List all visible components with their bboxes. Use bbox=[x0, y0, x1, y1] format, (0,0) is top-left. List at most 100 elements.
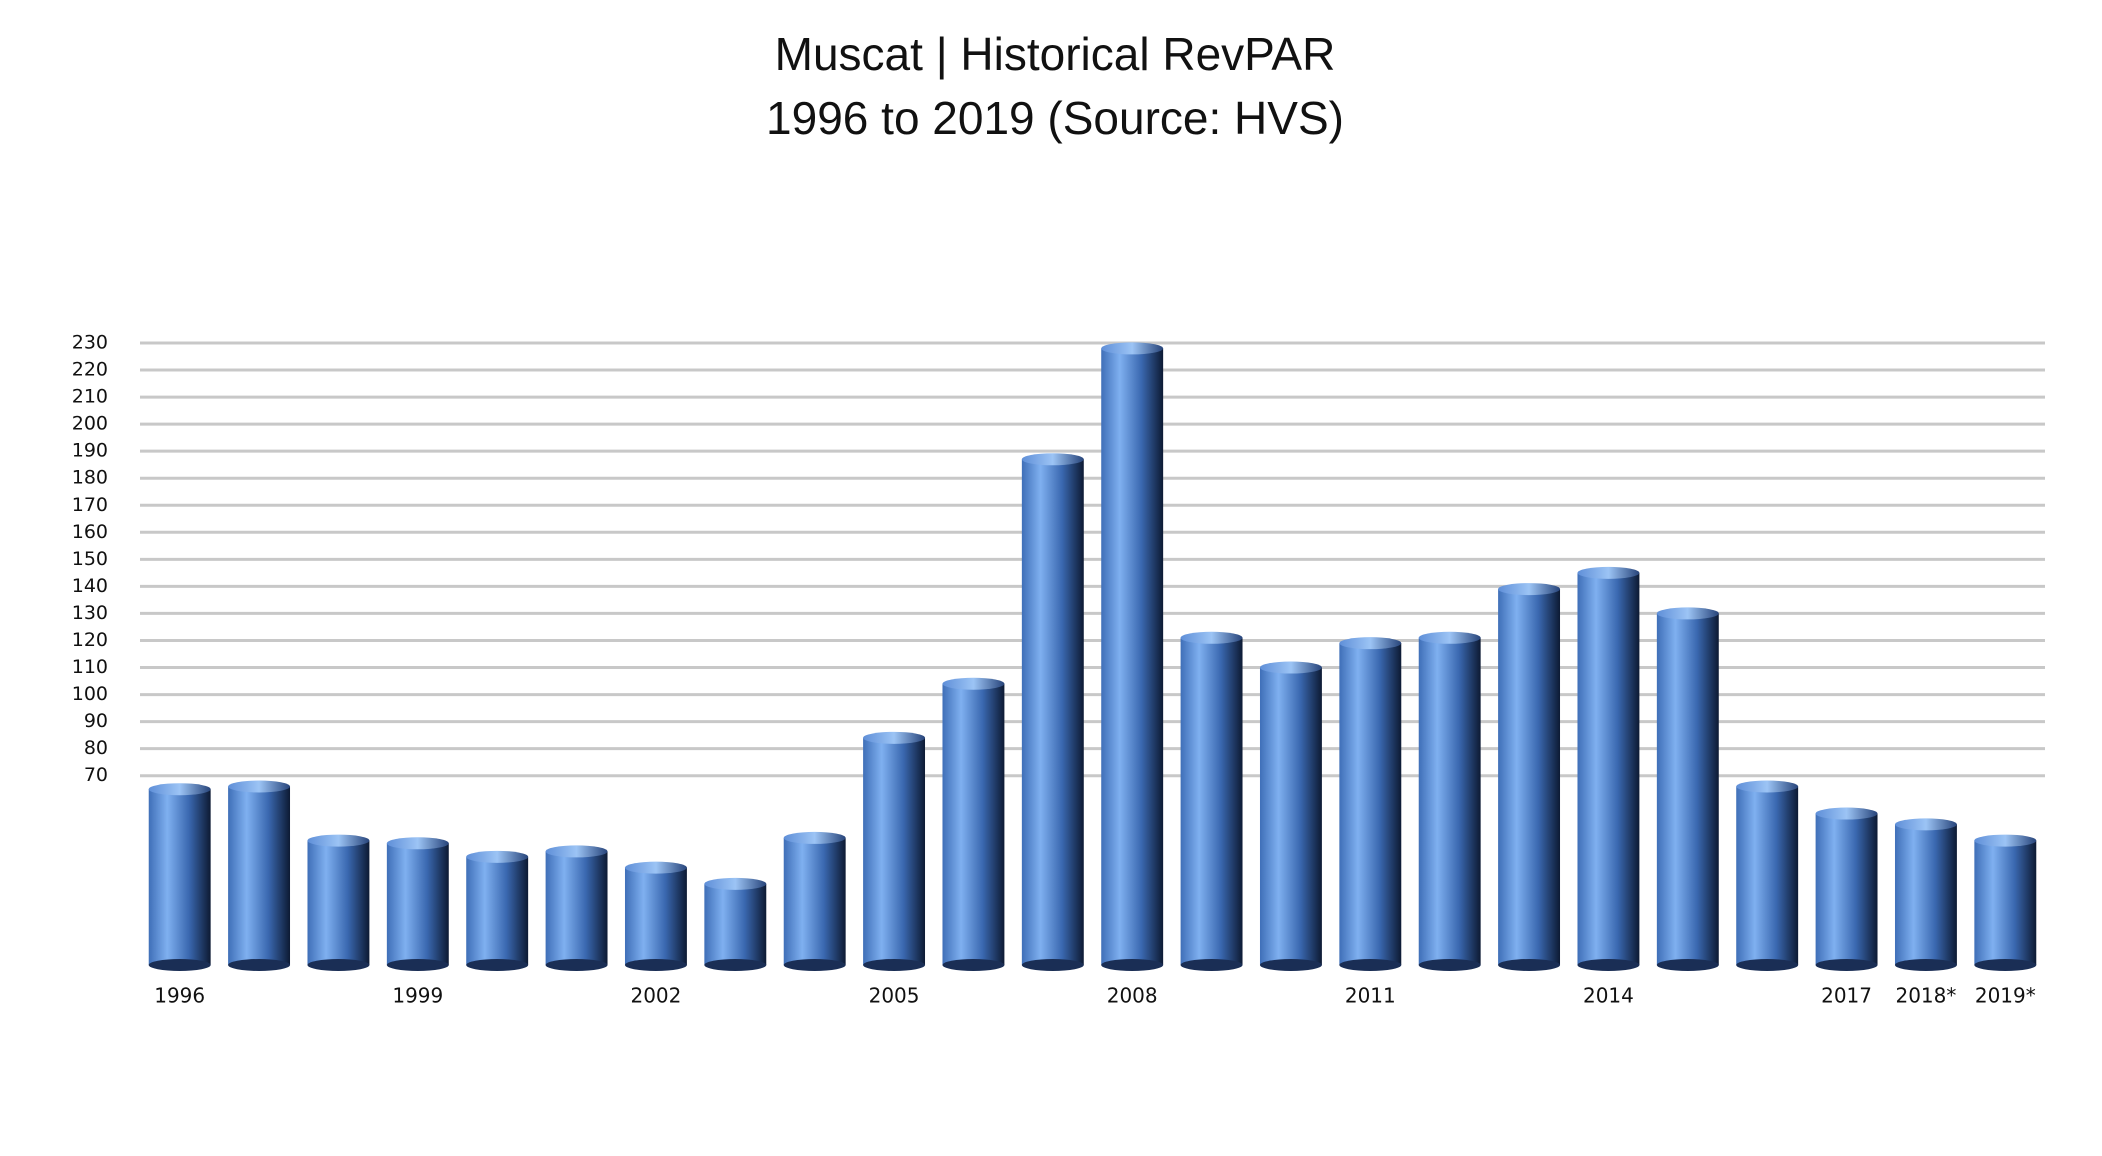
y-tick-label: 210 bbox=[72, 386, 108, 408]
x-tick-label: 2017 bbox=[1821, 984, 1872, 1008]
bar-base bbox=[942, 959, 1005, 971]
bar bbox=[1339, 643, 1402, 965]
bar bbox=[624, 867, 687, 965]
bar-cap bbox=[148, 783, 211, 796]
chart-title: Muscat | Historical RevPAR bbox=[775, 28, 1336, 80]
bar-cap bbox=[307, 834, 370, 847]
bar bbox=[1101, 348, 1164, 965]
bar-cap bbox=[1815, 807, 1878, 820]
bar bbox=[942, 683, 1005, 965]
bar bbox=[1577, 572, 1640, 965]
x-tick-label: 1999 bbox=[392, 984, 443, 1008]
x-tick-label: 2005 bbox=[869, 984, 920, 1008]
bar-cap bbox=[466, 850, 529, 863]
y-tick-label: 180 bbox=[72, 467, 108, 489]
bar-cap bbox=[228, 780, 291, 793]
bar bbox=[545, 851, 608, 965]
bar bbox=[704, 883, 767, 965]
bar bbox=[466, 856, 529, 965]
bar-cap bbox=[545, 845, 608, 858]
bar-base bbox=[1974, 959, 2037, 971]
y-tick-label: 100 bbox=[72, 683, 108, 705]
bar-base bbox=[863, 959, 926, 971]
bar-cap bbox=[704, 877, 767, 890]
bar-cap bbox=[1974, 834, 2037, 847]
y-tick-label: 200 bbox=[72, 413, 108, 435]
x-tick-label: 2008 bbox=[1107, 984, 1158, 1008]
y-tick-label: 190 bbox=[72, 440, 108, 462]
bar-cap bbox=[1101, 342, 1164, 355]
bar-cap bbox=[386, 837, 449, 850]
bar-base bbox=[1180, 959, 1243, 971]
bar-cap bbox=[1894, 818, 1957, 831]
bar-base bbox=[466, 959, 529, 971]
bar-base bbox=[1021, 959, 1084, 971]
bar-cap bbox=[863, 731, 926, 744]
bar-base bbox=[307, 959, 370, 971]
bar-cap bbox=[624, 861, 687, 874]
bar-cap bbox=[1259, 661, 1322, 674]
x-tick-label: 2002 bbox=[630, 984, 681, 1008]
bar-cap bbox=[1021, 453, 1084, 466]
bar bbox=[783, 837, 846, 965]
bar-cap bbox=[942, 677, 1005, 690]
y-tick-label: 110 bbox=[72, 656, 108, 678]
bar bbox=[1656, 613, 1719, 965]
bar-cap bbox=[1656, 607, 1719, 620]
bar-base bbox=[1339, 959, 1402, 971]
bar bbox=[1021, 459, 1084, 965]
y-tick-label: 70 bbox=[84, 764, 108, 786]
bar-base bbox=[148, 959, 211, 971]
bar bbox=[1259, 667, 1322, 965]
x-tick-label: 2018* bbox=[1895, 984, 1956, 1008]
bar-base bbox=[1498, 959, 1561, 971]
x-tick-label: 2011 bbox=[1345, 984, 1396, 1008]
bar bbox=[307, 840, 370, 965]
bar bbox=[1815, 813, 1878, 965]
y-tick-label: 220 bbox=[72, 359, 108, 381]
chart-subtitle: 1996 to 2019 (Source: HVS) bbox=[766, 92, 1344, 144]
bar bbox=[1736, 786, 1799, 965]
bar-base bbox=[1894, 959, 1957, 971]
y-tick-label: 150 bbox=[72, 548, 108, 570]
bar-base bbox=[1656, 959, 1719, 971]
bar-base bbox=[545, 959, 608, 971]
y-tick-label: 170 bbox=[72, 494, 108, 516]
bar-base bbox=[1577, 959, 1640, 971]
bar-base bbox=[1101, 959, 1164, 971]
bar bbox=[228, 786, 291, 965]
bar bbox=[386, 843, 449, 965]
y-tick-label: 130 bbox=[72, 602, 108, 624]
bar-base bbox=[1418, 959, 1481, 971]
bar bbox=[1498, 589, 1561, 965]
bar-base bbox=[1815, 959, 1878, 971]
bar-cap bbox=[1418, 631, 1481, 644]
bar-base bbox=[783, 959, 846, 971]
bar-cap bbox=[783, 831, 846, 844]
bar-base bbox=[1259, 959, 1322, 971]
y-tick-label: 230 bbox=[72, 332, 108, 354]
y-tick-label: 140 bbox=[72, 575, 108, 597]
bar-base bbox=[386, 959, 449, 971]
bar bbox=[1894, 824, 1957, 965]
x-tick-label: 2014 bbox=[1583, 984, 1634, 1008]
y-tick-label: 80 bbox=[84, 737, 108, 759]
y-tick-label: 90 bbox=[84, 710, 108, 732]
bar-cap bbox=[1577, 566, 1640, 579]
bar bbox=[1418, 637, 1481, 965]
bar bbox=[148, 789, 211, 965]
bar-base bbox=[228, 959, 291, 971]
bar-cap bbox=[1339, 637, 1402, 650]
bar-cap bbox=[1498, 583, 1561, 596]
bar-base bbox=[624, 959, 687, 971]
bar-base bbox=[704, 959, 767, 971]
y-tick-label: 160 bbox=[72, 521, 108, 543]
bar-base bbox=[1736, 959, 1799, 971]
bar-cap bbox=[1736, 780, 1799, 793]
bar bbox=[863, 737, 926, 965]
bar bbox=[1180, 637, 1243, 965]
y-tick-label: 120 bbox=[72, 629, 108, 651]
x-tick-label: 1996 bbox=[154, 984, 205, 1008]
